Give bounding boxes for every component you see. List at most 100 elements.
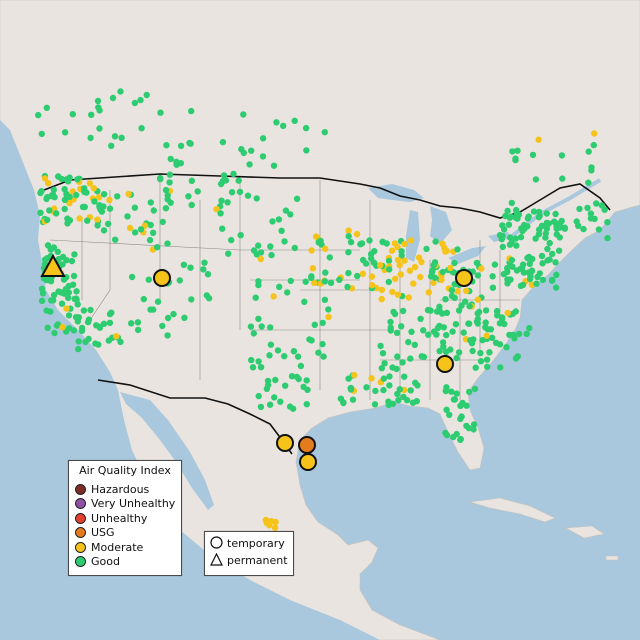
monitor-dot	[417, 315, 424, 322]
highlighted-monitor-temporary	[455, 269, 473, 287]
monitor-dot	[431, 274, 439, 281]
legend-label: Moderate	[91, 541, 144, 554]
permanent-label: permanent	[227, 554, 288, 567]
monitor-dot	[244, 192, 252, 199]
monitor-dot	[336, 276, 343, 283]
monitor-dot	[454, 246, 461, 253]
monitor-dot	[368, 282, 376, 289]
monitor-dot	[370, 259, 378, 266]
monitor-dot	[539, 276, 547, 284]
monitor-dot	[201, 259, 208, 266]
monitor-dot	[95, 104, 102, 111]
monitor-dot	[93, 322, 100, 329]
monitor-dot	[288, 373, 296, 380]
monitor-dot	[317, 237, 324, 245]
monitor-dot	[90, 185, 98, 192]
monitor-dot	[411, 341, 418, 348]
monitor-dot	[85, 335, 92, 343]
monitor-dot	[549, 250, 556, 258]
monitor-dot	[65, 312, 73, 319]
monitor-dot	[282, 382, 289, 389]
legend-label: USG	[91, 526, 115, 539]
monitor-dot	[321, 129, 328, 136]
monitor-dot	[585, 148, 592, 155]
monitor-dot	[504, 207, 511, 215]
legend-label: Unhealthy	[91, 512, 148, 525]
monitor-dot	[166, 171, 174, 178]
monitor-dot	[264, 381, 272, 389]
monitor-dot	[291, 244, 298, 252]
monitor-dot	[512, 156, 519, 164]
monitor-dot	[301, 298, 308, 305]
monitor-dot	[134, 326, 142, 334]
monitor-dot	[552, 284, 560, 291]
monitor-dot	[470, 426, 477, 433]
monitor-dot	[345, 269, 352, 277]
monitor-dot	[237, 232, 244, 239]
monitor-dot	[428, 268, 436, 276]
monitor-dot	[154, 244, 161, 251]
monitor-dot	[424, 306, 432, 314]
monitor-dot	[271, 394, 278, 401]
monitor-dot	[394, 256, 402, 264]
lake-erie	[448, 246, 486, 264]
monitor-dot	[257, 255, 264, 263]
monitor-dot	[118, 134, 125, 141]
monitor-dot	[177, 142, 185, 150]
monitor-dot	[482, 319, 489, 326]
monitor-dot	[275, 216, 283, 223]
monitor-dot	[511, 335, 518, 342]
monitor-dot	[319, 319, 326, 327]
monitor-dot	[587, 210, 595, 217]
monitor-dot	[326, 254, 333, 261]
monitor-dot	[63, 305, 70, 312]
monitor-dot	[508, 199, 515, 207]
monitor-dot	[44, 216, 51, 224]
monitor-dot	[85, 316, 93, 323]
monitor-dot	[287, 211, 294, 218]
monitor-dot	[543, 210, 550, 217]
monitor-dot	[92, 340, 99, 347]
monitor-dot	[441, 244, 448, 252]
monitor-dot	[217, 210, 224, 217]
monitor-dot	[387, 327, 394, 334]
legend-item-usg: USG	[75, 526, 115, 540]
monitor-dot	[576, 205, 583, 213]
monitor-dot	[539, 260, 546, 267]
monitor-dot	[588, 164, 595, 171]
monitor-dot	[472, 364, 479, 371]
monitor-dot	[389, 288, 396, 296]
monitor-dot	[154, 298, 162, 305]
monitor-dot	[509, 263, 516, 270]
monitor-dot	[407, 387, 414, 394]
hispaniola	[564, 525, 605, 539]
monitor-dot	[604, 234, 611, 242]
monitor-dot	[492, 339, 500, 346]
monitor-dot	[526, 324, 533, 332]
monitor-dot	[504, 280, 511, 287]
monitor-dot	[353, 230, 361, 238]
monitor-dot	[337, 395, 345, 402]
monitor-dot	[443, 406, 450, 413]
monitor-dot	[219, 138, 227, 146]
monitor-dot	[146, 236, 154, 244]
monitor-dot	[396, 261, 403, 269]
monitor-dot	[556, 234, 563, 241]
monitor-dot	[401, 257, 408, 264]
monitor-dot	[219, 225, 226, 232]
monitor-dot	[49, 191, 57, 198]
monitor-dot	[368, 273, 376, 280]
monitor-dot	[430, 279, 437, 286]
monitor-dot	[170, 310, 177, 318]
monitor-dot	[281, 353, 288, 360]
monitor-dot	[497, 364, 504, 371]
monitor-dot	[131, 229, 139, 236]
highlighted-monitor-temporary	[153, 269, 171, 287]
highlighted-monitor-permanent	[40, 253, 66, 277]
monitor-dot	[137, 96, 144, 104]
monitor-dot	[345, 233, 352, 240]
monitor-dot	[396, 386, 403, 393]
monitor-dot	[302, 124, 310, 132]
monitor-dot	[477, 358, 485, 365]
monitor-dot	[44, 324, 51, 331]
